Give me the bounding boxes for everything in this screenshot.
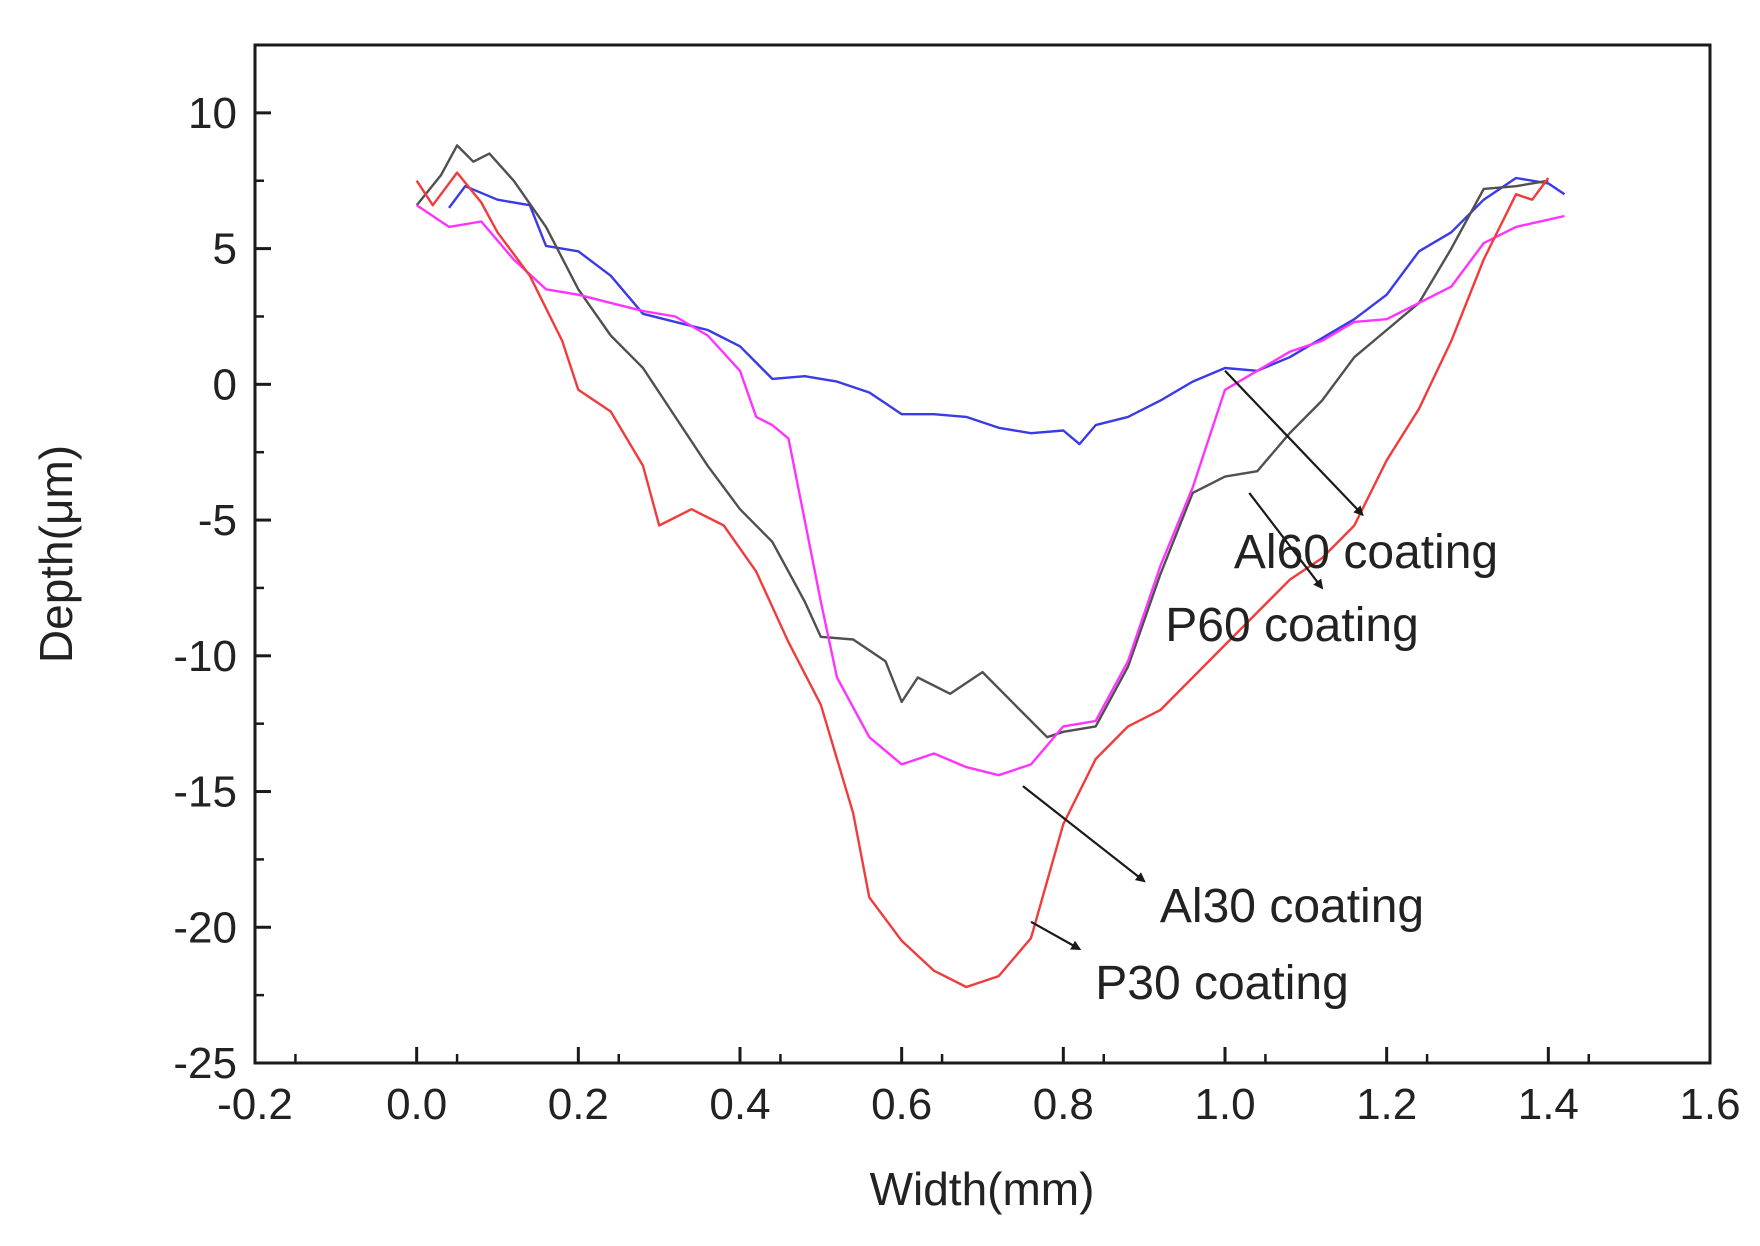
x-axis: -0.2 0.0 0.2 0.4 0.6 0.8 1.0 1.2 1.4 1.6	[217, 1047, 1741, 1129]
y-tick-label-6: -20	[173, 903, 237, 952]
y-axis: 10 5 0 -5 -10 -15 -20 -25	[173, 43, 271, 1088]
x-tick-label-1: 0.0	[386, 1080, 447, 1129]
annotation-arrow-p60-coating	[1248, 492, 1324, 590]
series-line-al30-coating	[416, 204, 1565, 777]
x-tick-label-8: 1.4	[1518, 1080, 1579, 1129]
y-tick-label-5: -15	[173, 768, 237, 817]
annotation-arrow-p30-coating	[1030, 920, 1082, 950]
annotation-arrow-al30-coating	[1022, 785, 1146, 883]
x-tick-label-9: 1.6	[1679, 1080, 1740, 1129]
y-tick-label-2: 0	[213, 360, 237, 409]
y-tick-label-3: -5	[198, 496, 237, 545]
x-tick-label-4: 0.6	[871, 1080, 932, 1129]
x-tick-label-0: -0.2	[217, 1080, 293, 1129]
series-line-p60-coating	[415, 144, 1549, 739]
y-axis-label: Depth(μm)	[30, 445, 82, 663]
y-tick-label-0: 10	[188, 89, 237, 138]
series-layer	[415, 144, 1566, 989]
x-tick-label-2: 0.2	[548, 1080, 609, 1129]
annotation-label-p60-coating: P60 coating	[1165, 599, 1419, 652]
annotation-layer: Al60 coating P60 coating Al30 coating P30 c…	[1022, 370, 1498, 1010]
x-axis-label: Width(mm)	[870, 1163, 1095, 1215]
annotation-label-al30-coating: Al30 coating	[1160, 880, 1424, 933]
x-tick-label-7: 1.2	[1356, 1080, 1417, 1129]
annotation-label-p30-coating: P30 coating	[1095, 957, 1349, 1010]
plot-frame	[253, 43, 1712, 1065]
series-line-p30-coating	[415, 171, 1550, 989]
annotation-arrow-al60-coating	[1224, 370, 1364, 517]
y-tick-label-4: -10	[173, 632, 237, 681]
y-tick-label-7: -25	[173, 1039, 237, 1088]
series-line-al60-coating	[448, 176, 1566, 446]
y-tick-label-1: 5	[213, 225, 237, 274]
x-tick-label-5: 0.8	[1033, 1080, 1094, 1129]
annotation-label-al60-coating: Al60 coating	[1234, 526, 1498, 579]
x-tick-label-6: 1.0	[1194, 1080, 1255, 1129]
x-tick-label-3: 0.4	[709, 1080, 770, 1129]
